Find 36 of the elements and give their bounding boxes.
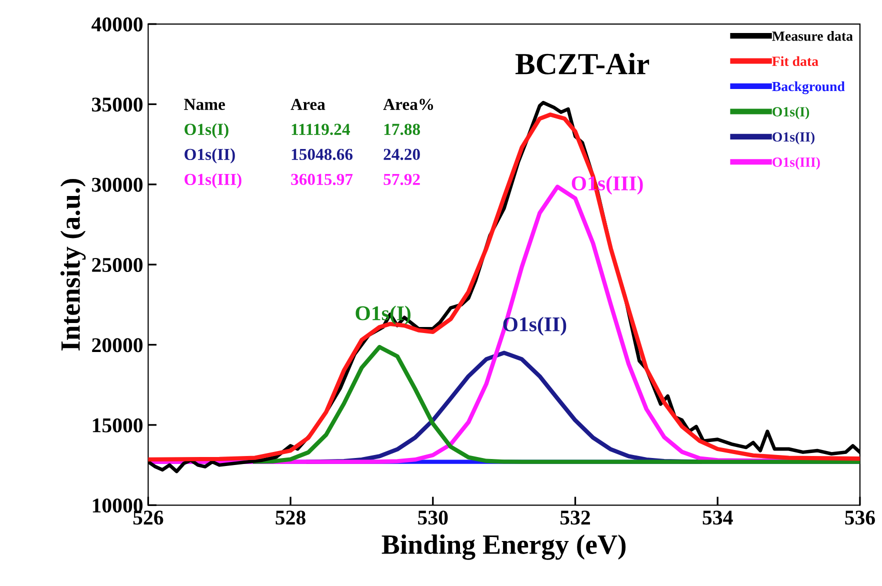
y-tick-label: 10000	[92, 498, 143, 513]
annotation: 24.20	[384, 148, 420, 160]
annotation: 17.88	[384, 124, 420, 136]
x-tick-label: 536	[845, 510, 875, 525]
annotation: O1s(I)	[356, 306, 410, 325]
annotation: O1s(III)	[184, 173, 242, 188]
x-tick-label: 532	[560, 510, 590, 525]
x-tick-label: 534	[702, 510, 733, 525]
legend-label: Measure data	[772, 31, 853, 41]
legend-label: Background	[772, 81, 845, 94]
legend-label: Fit data	[772, 56, 818, 66]
annotation: 57.92	[384, 174, 420, 186]
y-tick-label: 40000	[92, 17, 143, 32]
annotation: O1s(II)	[184, 148, 235, 164]
x-axis-title: Binding Energy (eV)	[382, 534, 626, 560]
annotation: 15048.66	[292, 148, 353, 160]
annotation: 11119.24	[292, 124, 350, 136]
y-tick-label: 35000	[92, 98, 143, 112]
y-tick-label: 30000	[92, 178, 143, 192]
y-tick-label: 15000	[92, 418, 143, 432]
legend-label: O1s(I)	[772, 106, 810, 120]
x-tick-label: 530	[418, 510, 448, 525]
annotation: Area%	[383, 98, 434, 110]
x-tick-label: 528	[276, 510, 306, 525]
annotation: 36015.97	[291, 174, 353, 186]
text: BCZT-Air	[516, 52, 650, 74]
legend-label: O1s(III)	[772, 157, 820, 170]
y-tick-label: 20000	[92, 338, 143, 352]
y-tick-label: 25000	[92, 258, 143, 272]
line-series	[252, 344, 860, 464]
legend-label: O1s(II)	[772, 132, 814, 144]
annotation: O1s(I)	[184, 123, 228, 138]
annotation: Area	[290, 98, 326, 110]
y-axis-title: Intensity (a.u.)	[60, 178, 86, 350]
annotation: Name	[184, 98, 225, 110]
x-tick-label: 526	[133, 510, 164, 525]
